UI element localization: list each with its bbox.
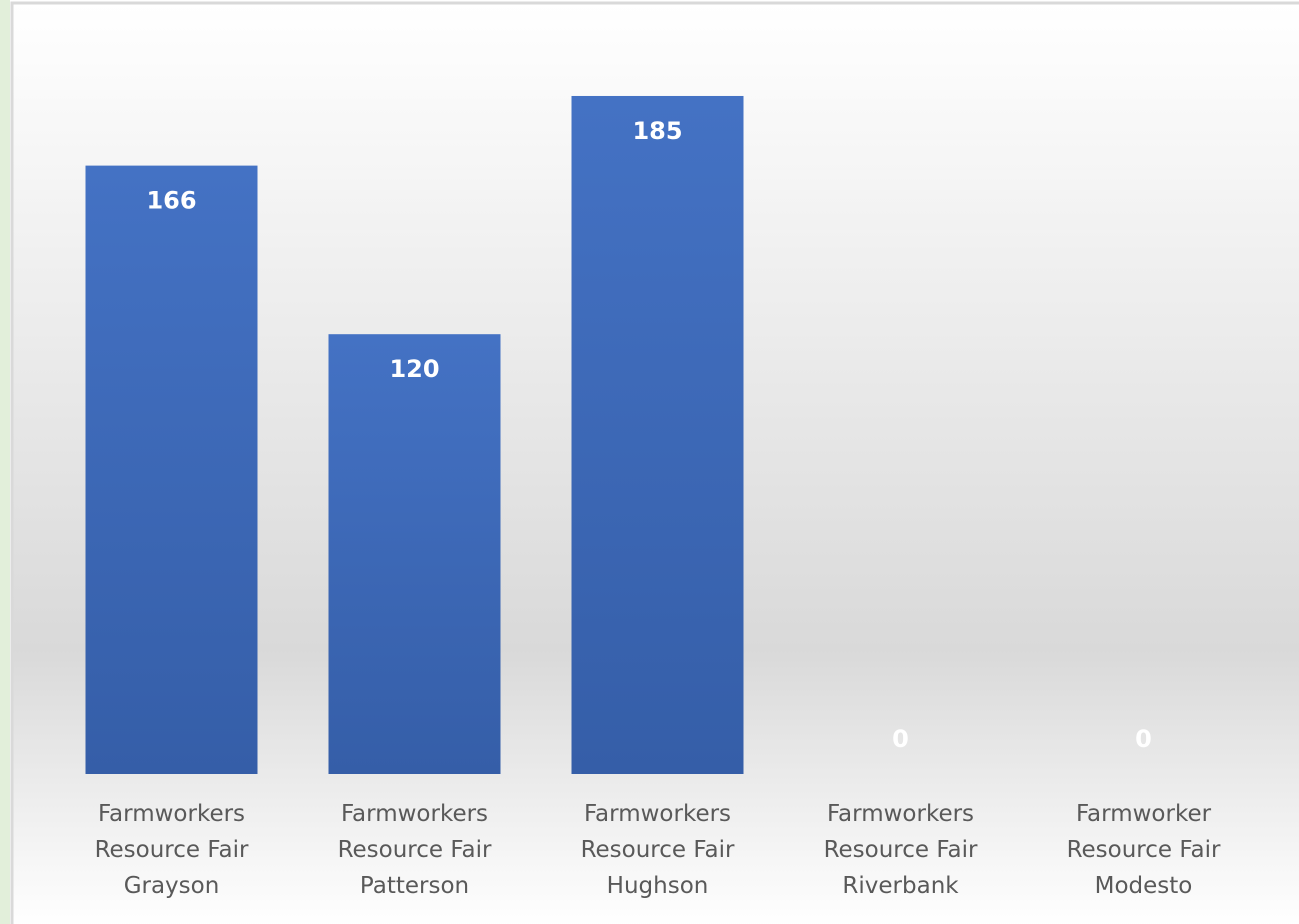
bar [571, 95, 744, 775]
value-label: 120 [389, 355, 439, 383]
value-label: 166 [146, 187, 196, 215]
value-label: 0 [1135, 725, 1152, 753]
bar [328, 334, 501, 774]
x-tick-label: Farmworkers Resource Fair Grayson [94, 801, 249, 899]
x-tick-label: Farmworkers Resource Fair Patterson [337, 801, 492, 899]
bar [85, 165, 258, 775]
x-tick-label: Farmworkers Resource Fair Riverbank [823, 801, 978, 899]
sheet-edge [0, 0, 10, 924]
x-tick-label: Farmworker Resource Fair Modesto [1066, 801, 1221, 899]
value-label: 185 [632, 117, 682, 145]
value-label: 0 [892, 725, 909, 753]
x-tick-label: Farmworkers Resource Fair Hughson [580, 801, 735, 899]
